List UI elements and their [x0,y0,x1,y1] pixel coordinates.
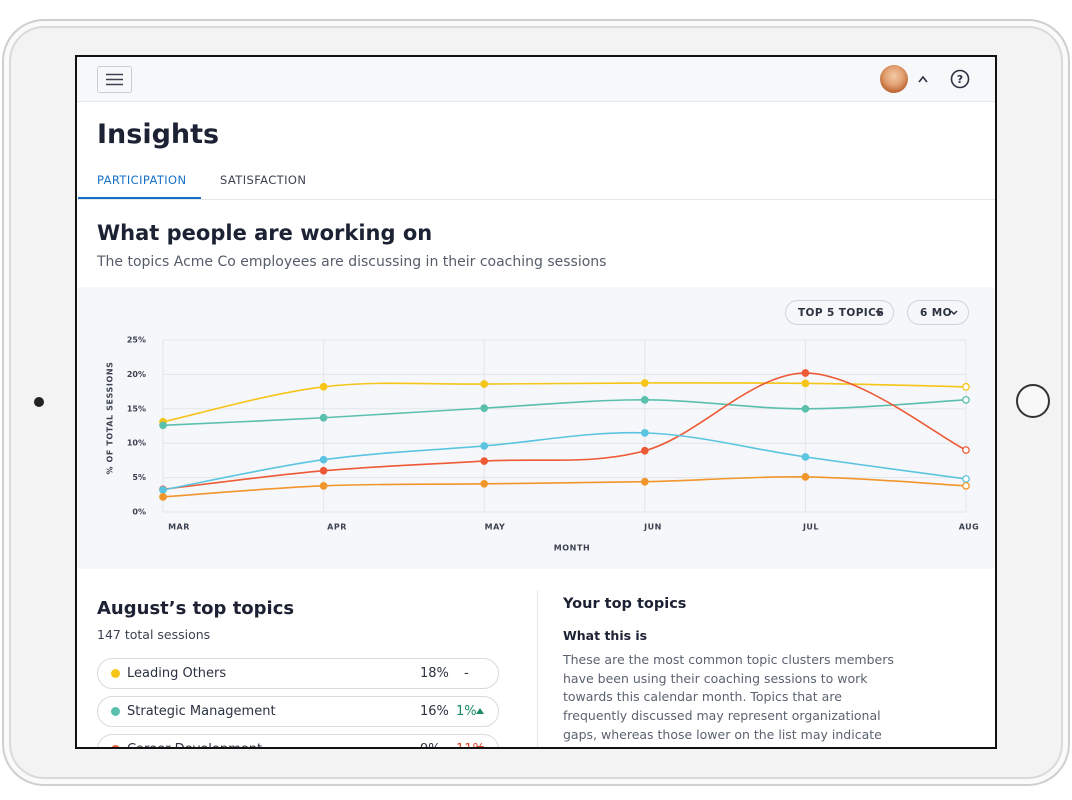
data-point [962,396,970,404]
menu-button[interactable] [97,66,132,93]
trend-arrow [476,708,484,714]
series-line [162,399,967,427]
data-point [640,396,649,404]
y-tick-label: 0% [132,508,146,517]
home-button [1016,384,1050,418]
filter-button[interactable]: TOP 5 TOPICS [785,300,894,325]
top-topics-title: August’s top topics [97,598,295,619]
section-subtitle: The topics Acme Co employees are discuss… [97,254,607,270]
tab[interactable]: SATISFACTION [220,173,307,187]
caret[interactable] [918,75,928,83]
camera [34,397,44,407]
topic-change: 11% [456,742,485,747]
chevron [875,310,883,316]
data-point [801,369,810,377]
data-point [480,457,489,465]
x-tick-label: JUL [802,523,819,532]
divider [537,590,538,747]
topic-percent: 9% [420,742,441,747]
x-axis-label: MONTH [554,544,591,553]
series-line [162,382,967,423]
data-point [480,442,489,450]
data-point [319,482,328,490]
topic-change: - [464,666,469,681]
y-tick-label: 25% [127,336,146,345]
filter-label: 6 MO [920,307,952,319]
y-tick-label: 20% [127,370,146,379]
data-point [319,455,328,464]
y-tick-label: 5% [132,473,146,482]
page-title: Insights [97,119,220,150]
filter-button[interactable]: 6 MO [907,300,969,325]
help-icon[interactable] [950,69,970,89]
x-tick-label: AUG [959,523,980,532]
trend-arrow [476,746,484,747]
account-controls[interactable]: ? [872,61,982,99]
x-tick-label: JUN [643,523,662,532]
series-line [162,476,967,498]
data-point [801,473,810,481]
line-chart: % OF TOTAL SESSIONS MONTH 0% 5% 10% 15% 20% 2… [106,336,980,553]
topic-row[interactable]: Strategic Management 16% 1% [97,696,499,727]
help-glyph: ? [957,73,963,86]
data-point [640,446,649,455]
topic-row[interactable]: Career Development 9% 11% [97,734,499,747]
data-point [640,429,649,437]
menu-icon [106,73,123,86]
chevron [950,310,958,316]
y-tick-label: 15% [127,404,146,413]
topic-percent: 16% [420,704,449,719]
info-subtitle: What this is [563,628,648,643]
topic-percent: 18% [420,666,449,681]
data-point [801,453,810,461]
topic-change: 1% [456,704,477,719]
info-text: These are the most common topic clusters… [563,652,894,747]
y-axis-label: % OF TOTAL SESSIONS [106,361,115,474]
series-line [162,372,967,491]
data-point [962,475,970,483]
chart-panel: TOP 5 TOPICS 6 MO % OF TOTAL SESSIONS MO… [78,287,994,569]
y-tick-label: 10% [127,439,146,448]
topic-name: Strategic Management [127,704,276,719]
topic-dot [111,669,120,678]
x-tick-label: APR [327,523,347,532]
data-point [640,477,649,486]
filter-label: TOP 5 TOPICS [798,307,885,319]
topic-dot [111,707,120,716]
data-point [480,479,489,488]
screen: ? Insights PARTICIPATION SATISFACTION Wh… [75,55,997,749]
topic-name: Leading Others [127,666,227,681]
x-tick-label: MAR [168,523,190,532]
top-bar: ? [77,57,995,102]
data-point [319,466,328,475]
data-point [159,421,167,430]
data-point [801,379,810,388]
data-point [480,380,489,388]
data-point [962,446,970,454]
series-line [162,431,967,491]
tab-underline [78,197,201,200]
topic-row[interactable]: Leading Others 18% - [97,658,499,689]
data-point [319,413,328,422]
data-point [319,382,328,391]
data-point [801,404,810,413]
divider [77,199,995,200]
section-title: What people are working on [97,221,433,245]
avatar[interactable] [880,65,908,93]
data-point [962,382,970,391]
tab-active[interactable]: PARTICIPATION [97,173,187,187]
data-point [159,486,167,494]
data-point [640,379,649,387]
x-tick-label: MAY [485,523,506,532]
data-point [480,404,489,412]
data-point [159,493,167,501]
info-title: Your top topics [563,596,687,612]
data-point [962,482,970,490]
topic-dot [111,745,120,747]
topic-name: Career Development [127,742,262,747]
total-sessions: 147 total sessions [97,627,211,642]
